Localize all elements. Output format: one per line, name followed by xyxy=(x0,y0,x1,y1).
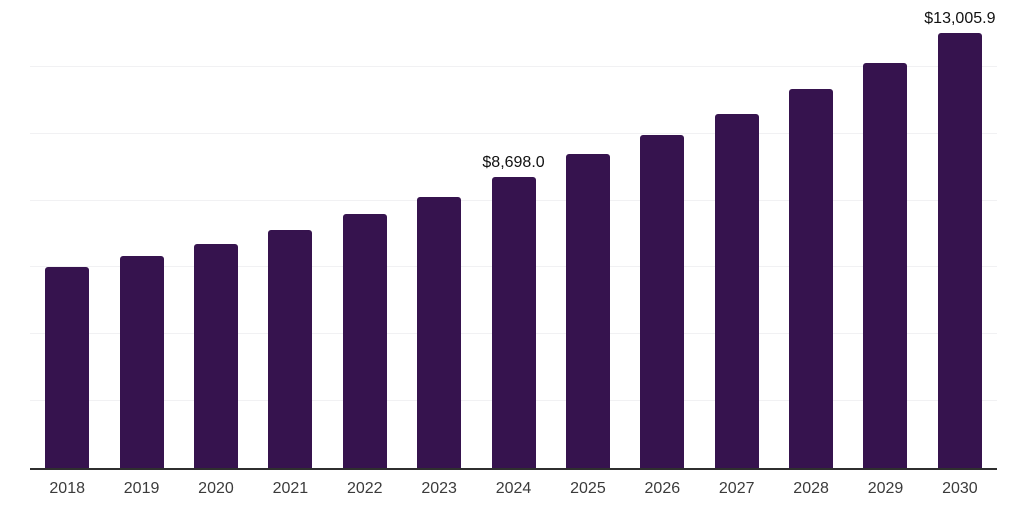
bar-2020 xyxy=(193,243,238,468)
bar-2025 xyxy=(565,154,610,468)
x-tick-2019: 2019 xyxy=(123,480,160,497)
bar-slot-2025 xyxy=(551,0,625,468)
x-tick-2027: 2027 xyxy=(718,480,755,497)
bar-2021 xyxy=(268,230,313,468)
gridline-10000 xyxy=(30,132,997,134)
plot-area: $8,698.0 $13,005.9 xyxy=(30,0,997,470)
bar-2023 xyxy=(417,197,462,468)
bar-slot-2027 xyxy=(700,0,774,468)
bar-slot-2028 xyxy=(774,0,848,468)
bar-2024 xyxy=(491,177,536,468)
bar-2022 xyxy=(342,214,387,468)
bar-2028 xyxy=(789,89,834,468)
x-tick-2025: 2025 xyxy=(570,480,606,497)
x-tick-2028: 2028 xyxy=(793,480,829,497)
bar-2019 xyxy=(119,255,164,468)
bar-2029 xyxy=(863,62,908,468)
bar-slot-2024: $8,698.0 xyxy=(476,0,550,468)
x-tick-2022: 2022 xyxy=(346,480,383,497)
x-tick-2030: 2030 xyxy=(942,480,978,497)
data-label-2024: $8,698.0 xyxy=(482,154,545,172)
x-tick-2026: 2026 xyxy=(644,480,681,497)
bar-slot-2030: $13,005.9 xyxy=(923,0,997,468)
bar-slot-2020 xyxy=(179,0,253,468)
bar-slot-2019 xyxy=(104,0,178,468)
bar-slot-2029 xyxy=(848,0,922,468)
x-tick-2024: 2024 xyxy=(495,480,532,497)
bar-2027 xyxy=(714,114,759,468)
x-tick-2029: 2029 xyxy=(867,480,904,497)
bar-2030 xyxy=(937,33,982,468)
bar-slot-2026 xyxy=(625,0,699,468)
x-tick-2018: 2018 xyxy=(49,480,85,497)
data-label-2030: $13,005.9 xyxy=(924,10,996,28)
x-tick-2021: 2021 xyxy=(272,480,309,497)
bar-2026 xyxy=(640,135,685,468)
bars-row: $8,698.0 $13,005.9 xyxy=(30,0,997,468)
bar-slot-2021 xyxy=(253,0,327,468)
bar-slot-2023 xyxy=(402,0,476,468)
x-axis-labels: 2018 2019 2020 2021 2022 2023 2024 2025 2026 2027… xyxy=(30,479,997,498)
x-tick-2020: 2020 xyxy=(198,480,234,497)
gridline-12000 xyxy=(30,65,997,67)
x-axis-line xyxy=(30,468,997,470)
bar-slot-2022 xyxy=(328,0,402,468)
bar-2018 xyxy=(45,266,90,468)
x-tick-2023: 2023 xyxy=(421,480,457,497)
bar-slot-2018 xyxy=(30,0,104,468)
